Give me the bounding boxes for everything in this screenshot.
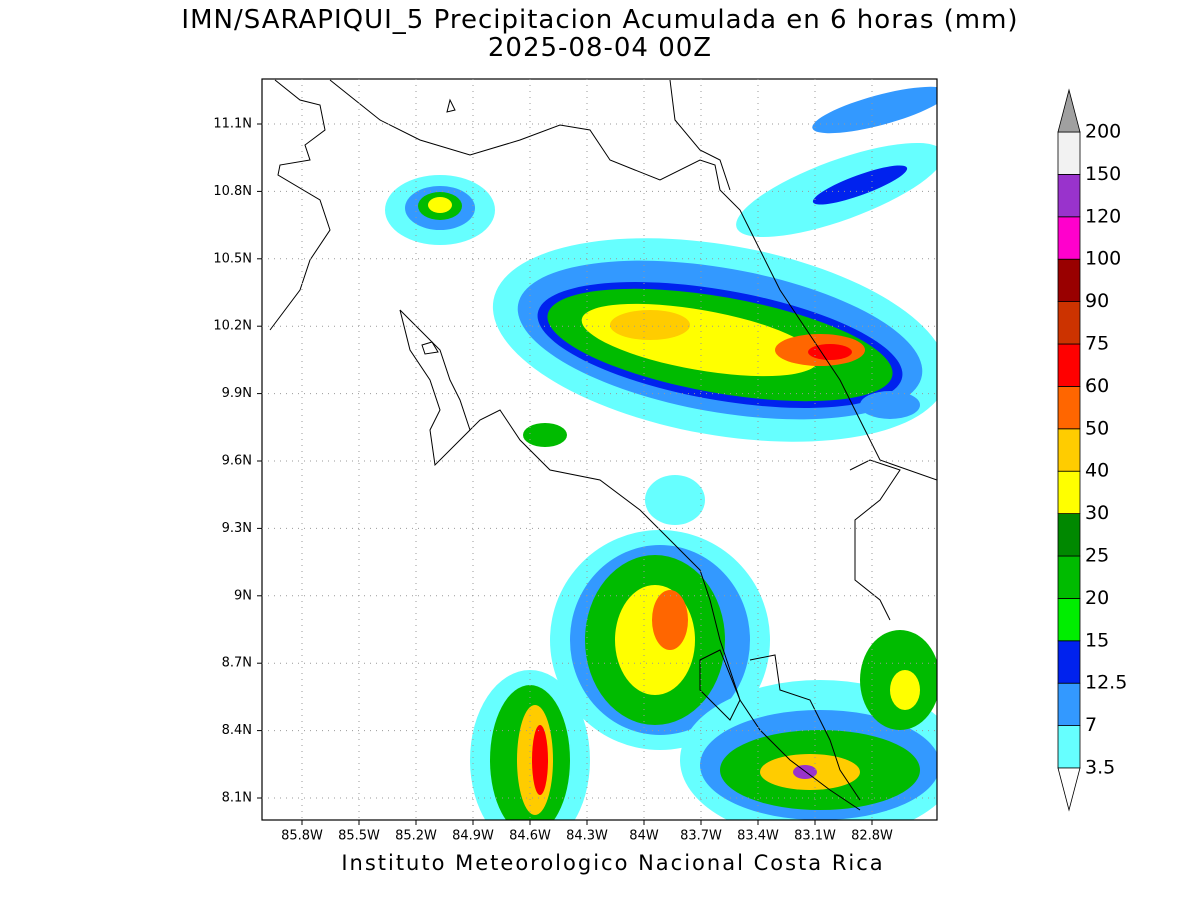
footer: Instituto Meteorologico Nacional Costa R… bbox=[341, 851, 884, 875]
lat-tick-label: 9.6N bbox=[222, 454, 252, 469]
colorbar-label: 12.5 bbox=[1085, 672, 1127, 694]
lon-tick-label: 84W bbox=[629, 829, 659, 844]
lon-tick-label: 85.5W bbox=[338, 829, 380, 844]
colorbar-label: 40 bbox=[1085, 460, 1109, 482]
colorbar-label: 30 bbox=[1085, 502, 1109, 524]
colorbar-box bbox=[1057, 555, 1081, 599]
lon-tick-label: 85.8W bbox=[281, 829, 323, 844]
colorbar-box bbox=[1057, 428, 1081, 472]
title: IMN/SARAPIQUI_5 Precipitacion Acumulada … bbox=[181, 5, 1018, 35]
lon-tick-label: 84.3W bbox=[566, 829, 608, 844]
lon-tick-label: 83.7W bbox=[680, 829, 722, 844]
colorbar-over bbox=[1057, 88, 1081, 133]
colorbar-label: 50 bbox=[1085, 417, 1109, 439]
lat-tick-label: 9.9N bbox=[222, 386, 252, 401]
colorbar-label: 3.5 bbox=[1085, 757, 1115, 779]
lat-tick-label: 8.4N bbox=[222, 723, 252, 738]
lon-tick-label: 83.1W bbox=[794, 829, 836, 844]
lon-tick-label: 84.9W bbox=[452, 829, 494, 844]
colorbar-under bbox=[1057, 767, 1081, 812]
colorbar-box bbox=[1057, 301, 1081, 345]
map-frame bbox=[261, 78, 938, 821]
colorbar-box bbox=[1057, 470, 1081, 515]
lat-tick-label: 10.2N bbox=[213, 319, 252, 334]
colorbar-box bbox=[1057, 513, 1081, 557]
colorbar-box bbox=[1057, 640, 1081, 684]
lat-tick-label: 10.8N bbox=[213, 184, 252, 199]
colorbar-label: 150 bbox=[1085, 163, 1121, 185]
colorbar-box bbox=[1057, 385, 1081, 430]
colorbar-label: 120 bbox=[1085, 205, 1121, 227]
colorbar-label: 90 bbox=[1085, 290, 1109, 312]
lat-tick-label: 10.5N bbox=[213, 251, 252, 266]
colorbar-box bbox=[1057, 131, 1081, 175]
coastlines bbox=[269, 79, 937, 811]
colorbar-label: 25 bbox=[1085, 545, 1109, 567]
colorbar-box bbox=[1057, 682, 1081, 727]
lat-tick-label: 8.1N bbox=[222, 791, 252, 806]
colorbar-box bbox=[1057, 216, 1081, 260]
lon-tick-label: 85.2W bbox=[395, 829, 437, 844]
colorbar-box bbox=[1057, 343, 1081, 387]
colorbar-label: 100 bbox=[1085, 248, 1121, 270]
precipitation-field bbox=[385, 86, 937, 820]
subtitle: 2025-08-04 00Z bbox=[488, 33, 712, 63]
colorbar-box bbox=[1057, 725, 1081, 769]
colorbar-label: 75 bbox=[1085, 333, 1109, 355]
lat-tick-label: 9.3N bbox=[222, 521, 252, 536]
colorbar-label: 200 bbox=[1085, 121, 1121, 143]
lon-tick-label: 84.6W bbox=[509, 829, 551, 844]
colorbar-label: 7 bbox=[1085, 714, 1097, 736]
colorbar-box bbox=[1057, 258, 1081, 303]
colorbar-label: 60 bbox=[1085, 375, 1109, 397]
colorbar-box bbox=[1057, 598, 1081, 642]
lat-tick-label: 8.7N bbox=[222, 656, 252, 671]
lon-tick-label: 82.8W bbox=[851, 829, 893, 844]
colorbar-box bbox=[1057, 173, 1081, 218]
colorbar-label: 20 bbox=[1085, 587, 1109, 609]
lon-tick-label: 83.4W bbox=[737, 829, 779, 844]
lat-tick-label: 11.1N bbox=[213, 117, 252, 132]
colorbar-label: 15 bbox=[1085, 629, 1109, 651]
lat-tick-label: 9N bbox=[234, 588, 252, 603]
